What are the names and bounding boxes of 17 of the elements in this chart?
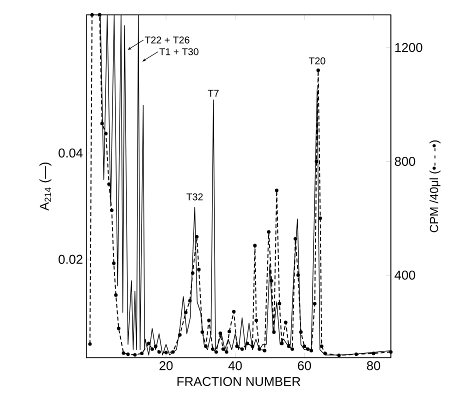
x-tick-label: 80 [366, 361, 380, 370]
x-tick-label: 20 [160, 361, 173, 370]
x-tick-label: 40 [228, 361, 242, 370]
y-tick-label: 0.02 [58, 254, 82, 264]
y-tick-label: 0.04 [58, 148, 83, 158]
x-axis-title: FRACTION NUMBER [178, 376, 300, 386]
annotation: T1 + T30 [159, 48, 198, 56]
annotation: T32 [186, 193, 203, 200]
y-axis-title: A$_{214}$ (—) [39, 162, 52, 211]
y2-axis-title: CPM /40μl (•- - -•) [430, 140, 441, 232]
y2-tick-label: 800 [394, 156, 416, 166]
annotation: T22 + T26 [144, 36, 190, 44]
y2-tick-label: 1200 [395, 42, 422, 52]
x-tick-label: 60 [298, 361, 311, 370]
annotation: T7 [208, 90, 219, 97]
y2-tick-label: 400 [394, 270, 416, 280]
annotation: T20 [308, 57, 326, 64]
